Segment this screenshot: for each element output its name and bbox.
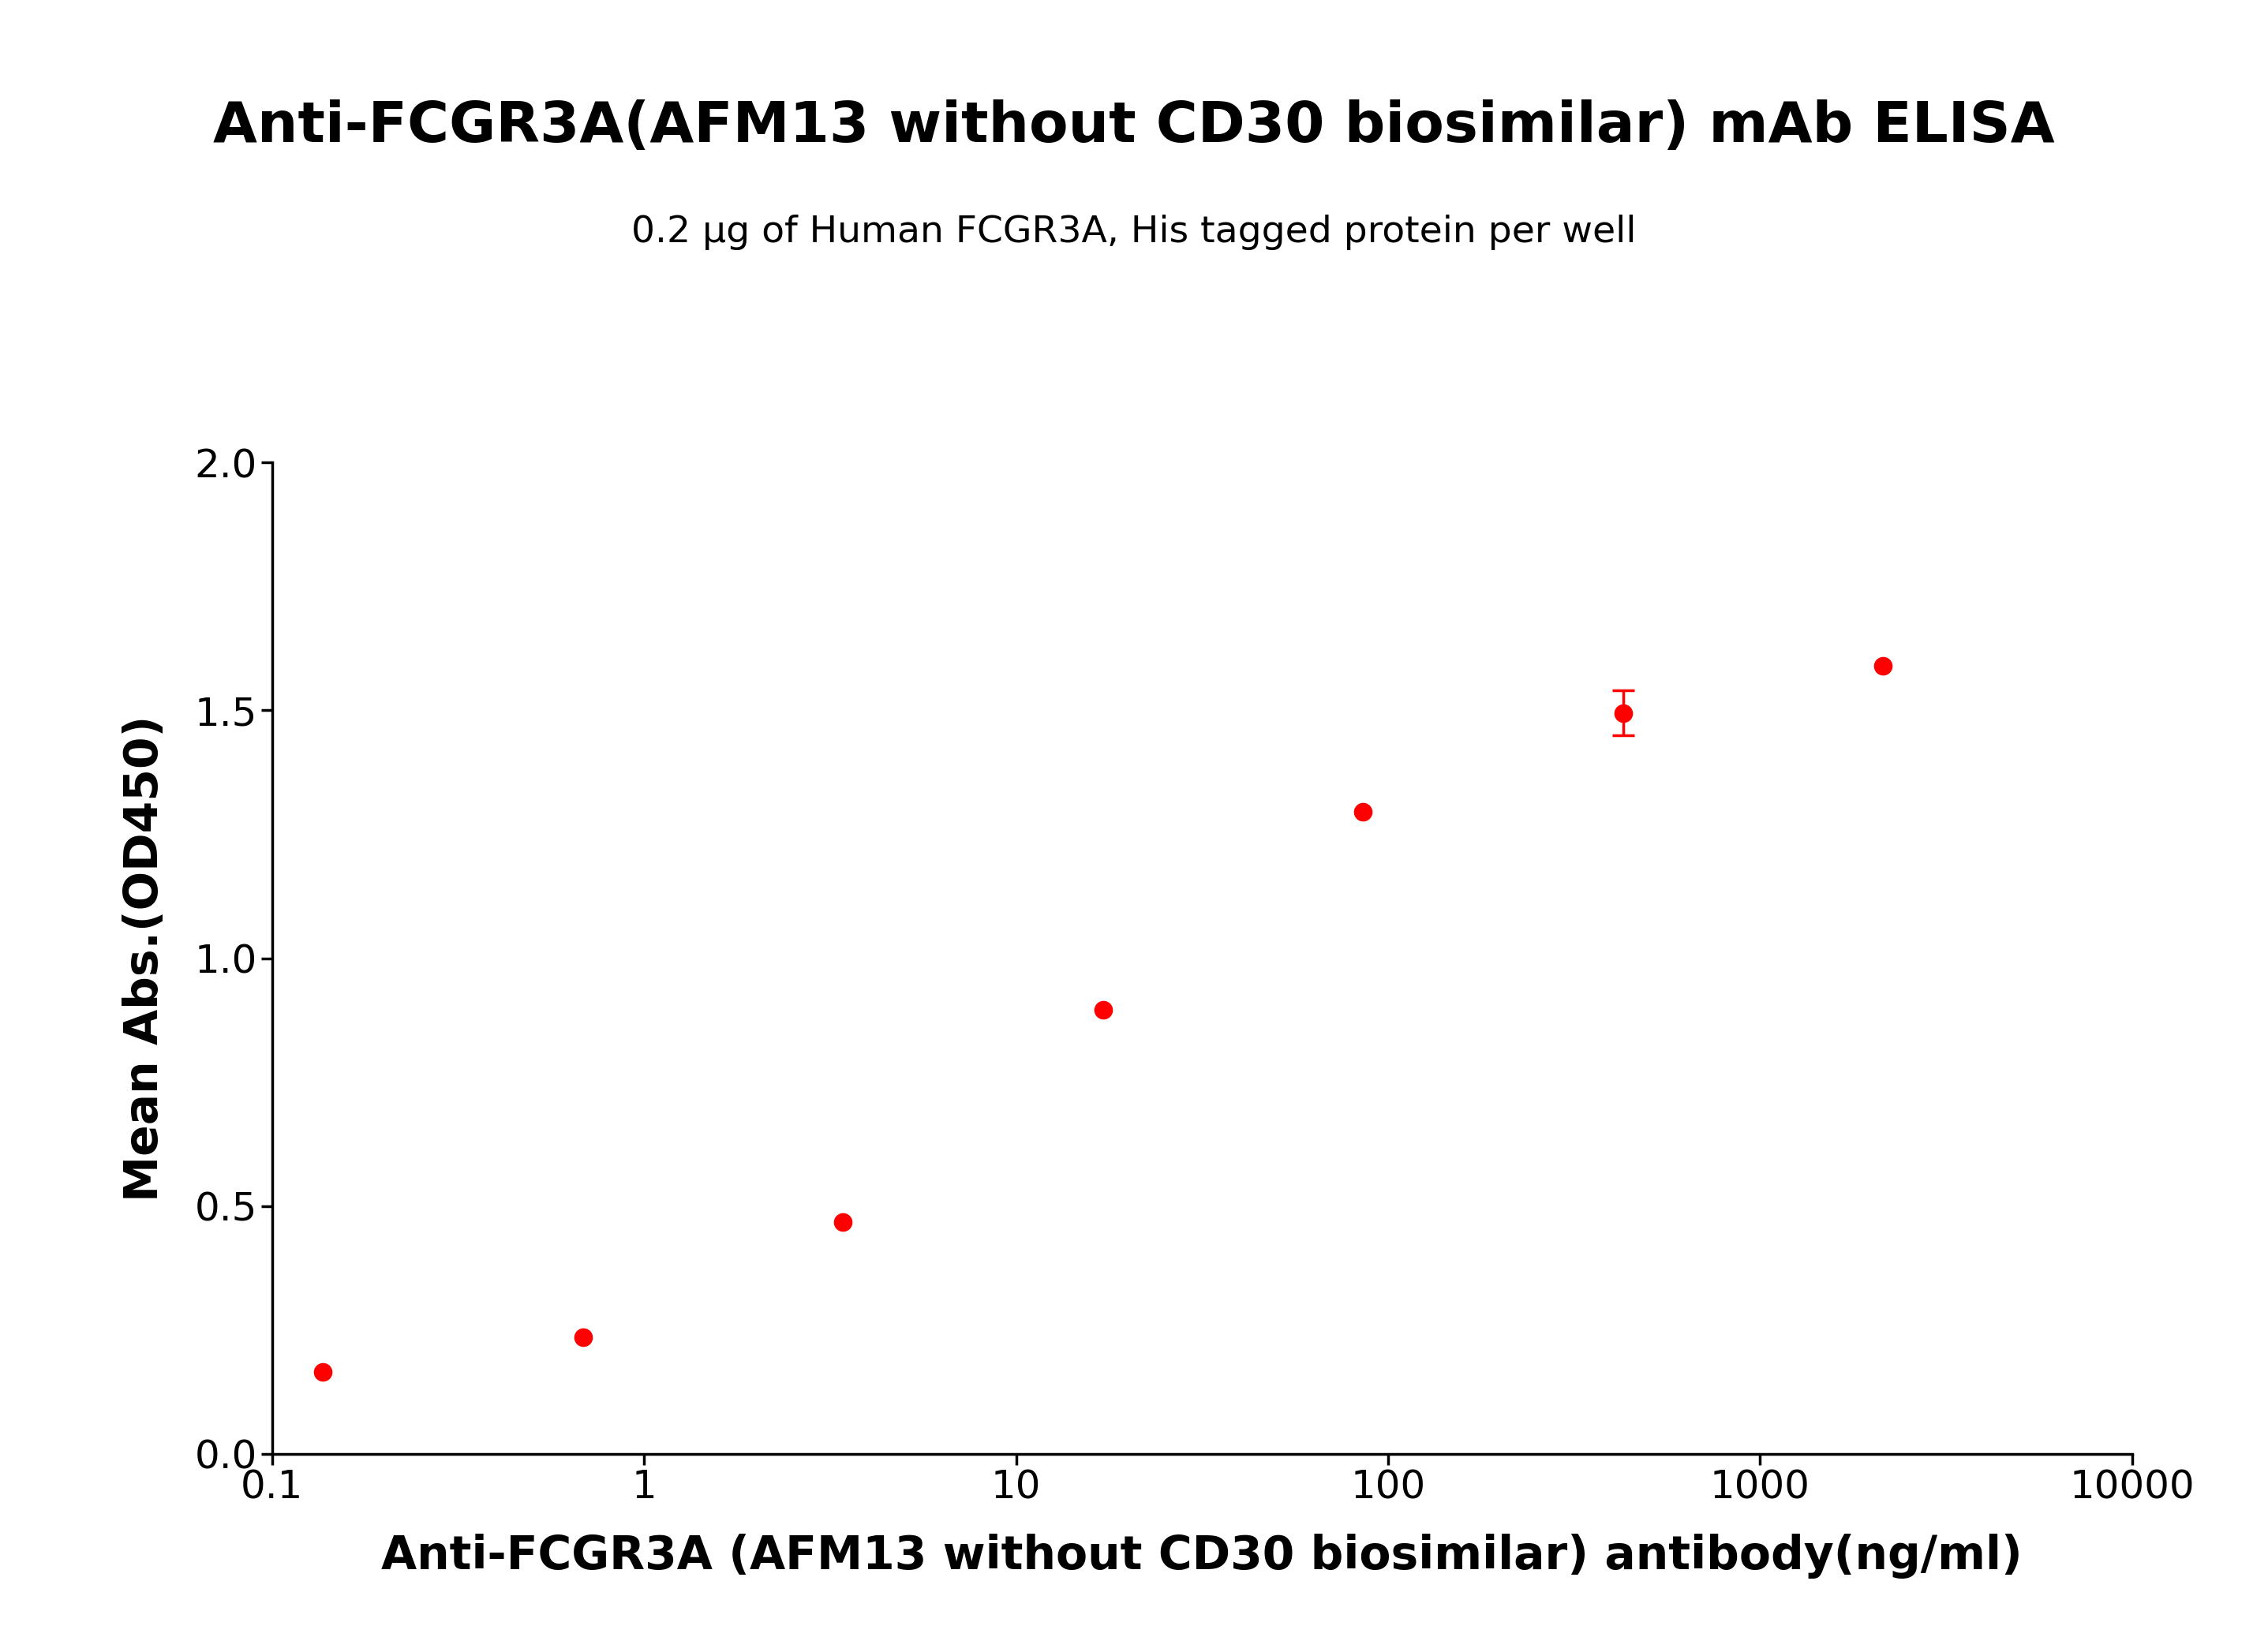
- Point: [304, 1358, 340, 1384]
- Point: [1084, 998, 1120, 1024]
- Point: [1606, 700, 1642, 727]
- Text: 0.2 μg of Human FCGR3A, His tagged protein per well: 0.2 μg of Human FCGR3A, His tagged prote…: [631, 215, 1637, 249]
- Point: [565, 1325, 601, 1351]
- Point: [1864, 653, 1901, 679]
- Point: [1345, 800, 1381, 826]
- Text: Anti-FCGR3A(AFM13 without CD30 biosimilar) mAb ELISA: Anti-FCGR3A(AFM13 without CD30 biosimila…: [213, 99, 2055, 154]
- Point: [826, 1209, 862, 1236]
- X-axis label: Anti-FCGR3A (AFM13 without CD30 biosimilar) antibody(ng/ml): Anti-FCGR3A (AFM13 without CD30 biosimil…: [381, 1533, 2023, 1579]
- Y-axis label: Mean Abs.(OD450): Mean Abs.(OD450): [122, 715, 168, 1201]
